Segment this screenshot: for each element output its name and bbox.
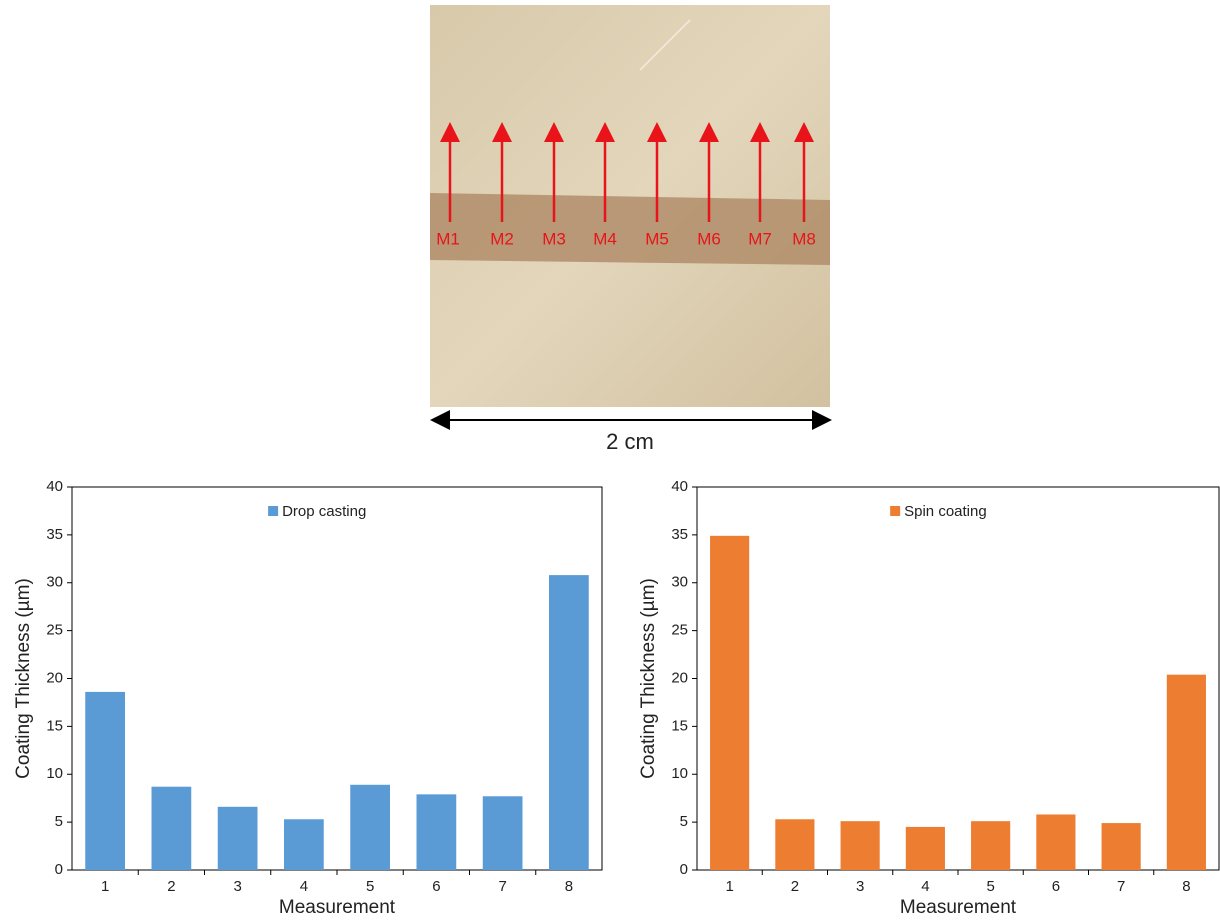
x-tick-label: 1 bbox=[725, 878, 733, 895]
y-tick-label: 35 bbox=[46, 526, 63, 543]
x-tick-label: 5 bbox=[986, 878, 994, 895]
x-tick-label: 6 bbox=[1052, 878, 1060, 895]
bar bbox=[284, 819, 324, 870]
bar bbox=[350, 785, 390, 870]
y-axis-title: Coating Thickness (µm) bbox=[13, 578, 34, 779]
y-tick-label: 15 bbox=[671, 717, 688, 734]
bar bbox=[971, 821, 1010, 870]
y-tick-label: 30 bbox=[46, 574, 63, 591]
measurement-label: M2 bbox=[490, 229, 514, 248]
y-tick-label: 30 bbox=[671, 574, 688, 591]
legend-label: Spin coating bbox=[904, 503, 987, 520]
y-tick-label: 5 bbox=[680, 813, 688, 830]
bar bbox=[1036, 814, 1075, 870]
x-tick-label: 2 bbox=[791, 878, 799, 895]
bar bbox=[417, 794, 457, 870]
x-tick-label: 7 bbox=[1117, 878, 1125, 895]
bar bbox=[1102, 823, 1141, 870]
y-tick-label: 40 bbox=[46, 478, 63, 495]
y-tick-label: 0 bbox=[680, 861, 688, 878]
sample-photo bbox=[430, 5, 830, 407]
x-tick-label: 4 bbox=[300, 878, 308, 895]
figure: 2 cm M1M2M3M4M5M6M7M80510152025303540123… bbox=[0, 0, 1220, 924]
x-tick-label: 8 bbox=[565, 878, 573, 895]
y-axis-title: Coating Thickness (µm) bbox=[638, 578, 659, 779]
bar bbox=[1167, 675, 1206, 870]
y-tick-label: 0 bbox=[55, 861, 63, 878]
bar bbox=[841, 821, 880, 870]
measurement-label: M7 bbox=[748, 229, 772, 248]
x-tick-label: 6 bbox=[432, 878, 440, 895]
bar bbox=[85, 692, 125, 870]
bar bbox=[906, 827, 945, 870]
measurement-label: M3 bbox=[542, 229, 566, 248]
y-tick-label: 10 bbox=[671, 765, 688, 782]
measurement-label: M5 bbox=[645, 229, 669, 248]
y-tick-label: 25 bbox=[46, 622, 63, 639]
bar bbox=[152, 787, 192, 870]
y-tick-label: 5 bbox=[55, 813, 63, 830]
x-tick-label: 4 bbox=[921, 878, 929, 895]
bar bbox=[218, 807, 258, 870]
measurement-label: M1 bbox=[436, 229, 460, 248]
scale-label: 2 cm bbox=[606, 429, 654, 454]
x-tick-label: 3 bbox=[233, 878, 241, 895]
legend-swatch bbox=[890, 506, 900, 516]
bar bbox=[483, 796, 523, 870]
x-tick-label: 1 bbox=[101, 878, 109, 895]
x-tick-label: 2 bbox=[167, 878, 175, 895]
measurement-label: M8 bbox=[792, 229, 816, 248]
bar bbox=[549, 575, 589, 870]
bar bbox=[710, 536, 749, 870]
measurement-label: M4 bbox=[593, 229, 617, 248]
x-tick-label: 5 bbox=[366, 878, 374, 895]
y-tick-label: 35 bbox=[671, 526, 688, 543]
y-tick-label: 20 bbox=[671, 669, 688, 686]
bar bbox=[775, 819, 814, 870]
legend-swatch bbox=[268, 506, 278, 516]
y-tick-label: 25 bbox=[671, 622, 688, 639]
plot-frame bbox=[697, 487, 1219, 870]
measurement-label: M6 bbox=[697, 229, 721, 248]
x-tick-label: 7 bbox=[498, 878, 506, 895]
x-tick-label: 8 bbox=[1182, 878, 1190, 895]
x-axis-title: Measurement bbox=[900, 897, 1017, 918]
y-tick-label: 15 bbox=[46, 717, 63, 734]
y-tick-label: 40 bbox=[671, 478, 688, 495]
y-tick-label: 10 bbox=[46, 765, 63, 782]
legend-label: Drop casting bbox=[282, 503, 366, 520]
x-axis-title: Measurement bbox=[279, 897, 396, 918]
x-tick-label: 3 bbox=[856, 878, 864, 895]
y-tick-label: 20 bbox=[46, 669, 63, 686]
